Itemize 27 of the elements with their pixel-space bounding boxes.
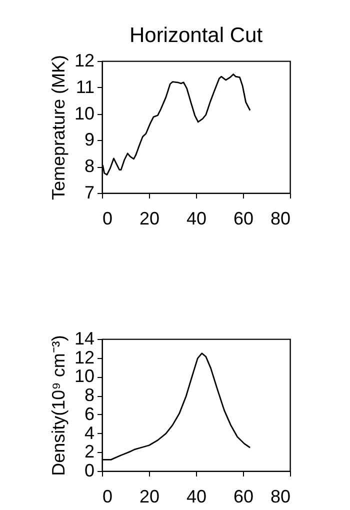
x-tick-label: 80 <box>270 486 290 506</box>
y-tick-label: 4 <box>84 422 94 443</box>
x-tick-label: 60 <box>233 208 254 228</box>
y-axis-title: Temeprature (MK) <box>48 54 68 200</box>
y-tick-label: 7 <box>84 182 94 202</box>
y-tick-label: 14 <box>74 328 94 348</box>
x-tick-label: 40 <box>186 208 207 228</box>
x-tick-label: 20 <box>139 486 160 506</box>
y-tick-label: 10 <box>74 103 94 124</box>
chart-title: Horizontal Cut <box>129 24 263 47</box>
y-tick-label: 11 <box>76 76 94 97</box>
y-tick-label: 10 <box>74 366 94 386</box>
y-tick-label: 2 <box>84 442 94 462</box>
y-tick-label: 9 <box>84 130 94 150</box>
x-tick-label: 0 <box>102 208 113 228</box>
x-tick-label: 60 <box>233 486 254 506</box>
y-tick-label: 6 <box>84 404 94 424</box>
y-tick-label: 12 <box>74 50 94 70</box>
x-tick-label: 0 <box>102 486 113 506</box>
y-tick-label: 0 <box>84 460 94 480</box>
y-axis-title: Density(10⁹ cm⁻³) <box>48 335 68 476</box>
y-tick-label: 8 <box>84 156 94 176</box>
y-tick-label: 8 <box>84 385 94 406</box>
x-tick-label: 20 <box>139 208 160 228</box>
x-tick-label: 80 <box>270 208 290 228</box>
y-tick-label: 12 <box>74 347 94 368</box>
x-tick-label: 40 <box>186 486 207 506</box>
